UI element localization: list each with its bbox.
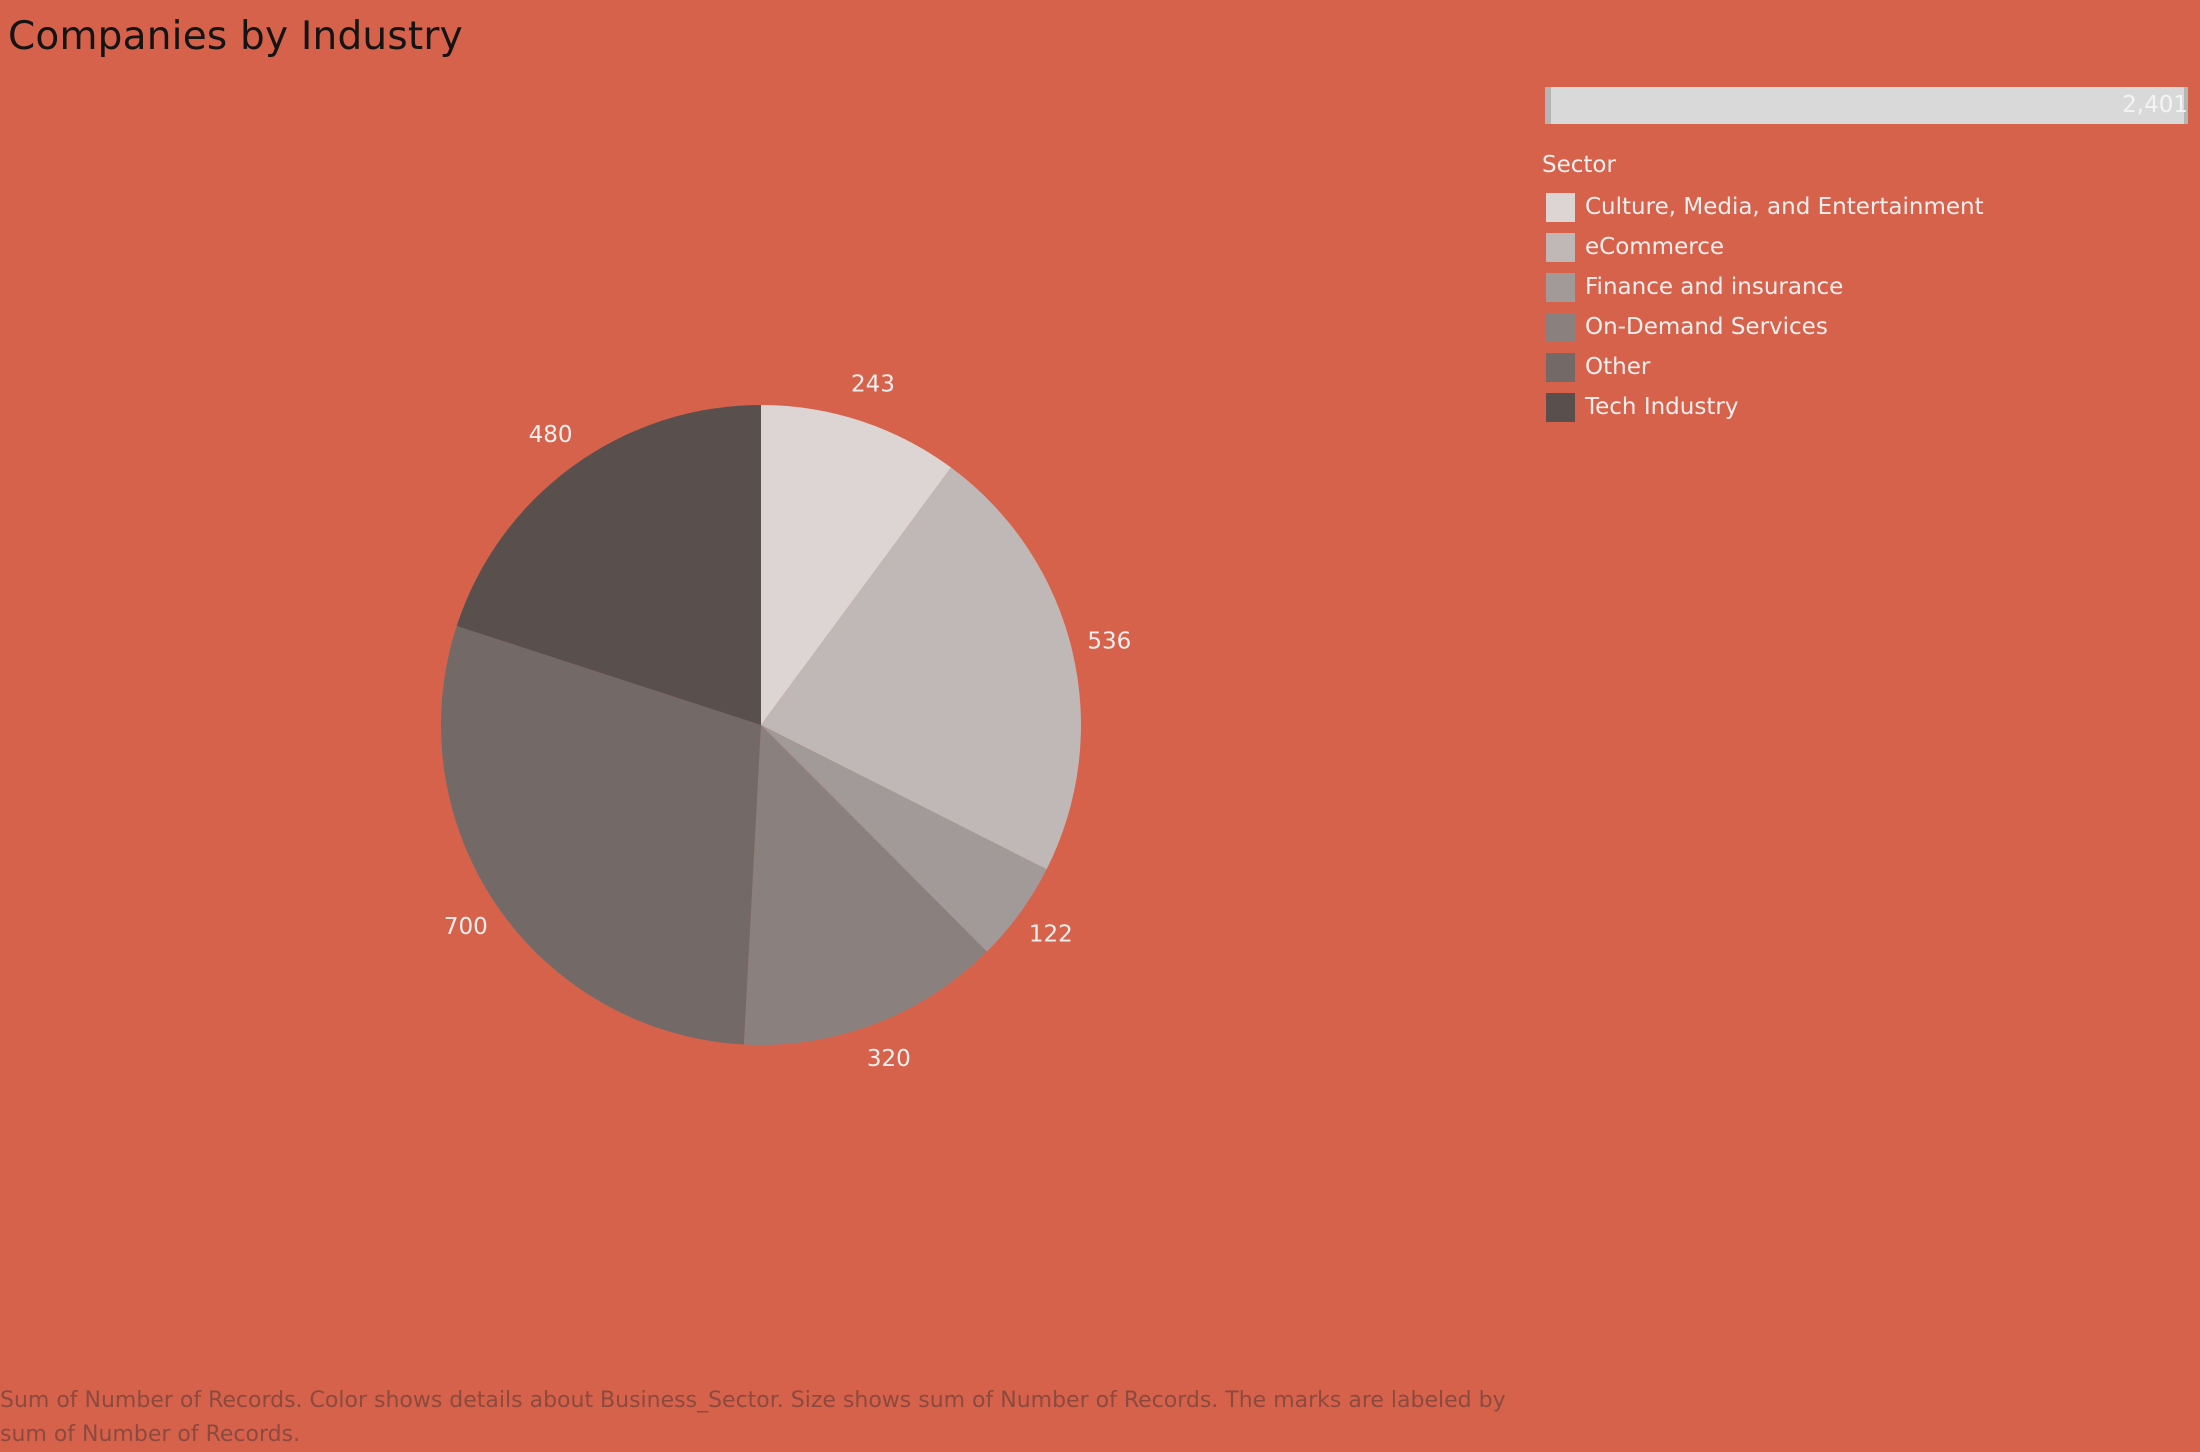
pie-slice-labels: 243 536 122 320 700 480 (444, 371, 1131, 1072)
chart-title: Companies by Industry (8, 14, 463, 59)
legend-item-ecommerce[interactable]: eCommerce (1542, 227, 2142, 267)
legend-item-other[interactable]: Other (1542, 347, 2142, 387)
slice-value-label: 320 (867, 1046, 911, 1072)
legend-item-tech-industry[interactable]: Tech Industry (1542, 387, 2142, 427)
legend-item-on-demand-services[interactable]: On-Demand Services (1542, 307, 2142, 347)
size-legend-value: 2,401 (2122, 92, 2188, 118)
slice-value-label: 243 (851, 371, 895, 397)
slice-value-label: 536 (1087, 629, 1131, 655)
legend-label: Other (1585, 354, 1651, 380)
slice-value-label: 122 (1029, 922, 1073, 948)
color-legend: Sector Culture, Media, and Entertainment… (1542, 152, 2142, 427)
legend-label: Finance and insurance (1585, 274, 1844, 300)
legend-label: eCommerce (1585, 234, 1724, 260)
legend-item-finance-insurance[interactable]: Finance and insurance (1542, 267, 2142, 307)
pie-slice[interactable] (440, 625, 761, 1045)
pie-slice[interactable] (761, 725, 1047, 952)
pie-slices (440, 405, 1081, 1046)
pie-chart[interactable]: 243 536 122 320 700 480 (0, 0, 1530, 1380)
legend-swatch (1546, 232, 1575, 262)
legend-swatch (1546, 352, 1575, 382)
pie-slice[interactable] (761, 467, 1081, 870)
legend-swatch (1546, 312, 1575, 342)
legend-title: Sector (1542, 152, 1616, 178)
legend-swatch (1546, 272, 1575, 302)
legend-label: Culture, Media, and Entertainment (1585, 194, 1984, 220)
legend-swatch (1546, 192, 1575, 222)
legend-item-culture-media-entertainment[interactable]: Culture, Media, and Entertainment (1542, 187, 2142, 227)
slice-value-label: 700 (444, 914, 488, 940)
slice-value-label: 480 (529, 422, 573, 448)
pie-slice[interactable] (761, 405, 952, 725)
pie-slice[interactable] (456, 405, 761, 725)
legend-label: Tech Industry (1585, 394, 1739, 420)
size-legend-bar: 2,401 (1545, 87, 2188, 124)
legend-label: On-Demand Services (1585, 314, 1828, 340)
legend-swatch (1546, 392, 1575, 422)
chart-caption: Sum of Number of Records. Color shows de… (0, 1388, 1506, 1447)
pie-slice[interactable] (743, 725, 987, 1046)
